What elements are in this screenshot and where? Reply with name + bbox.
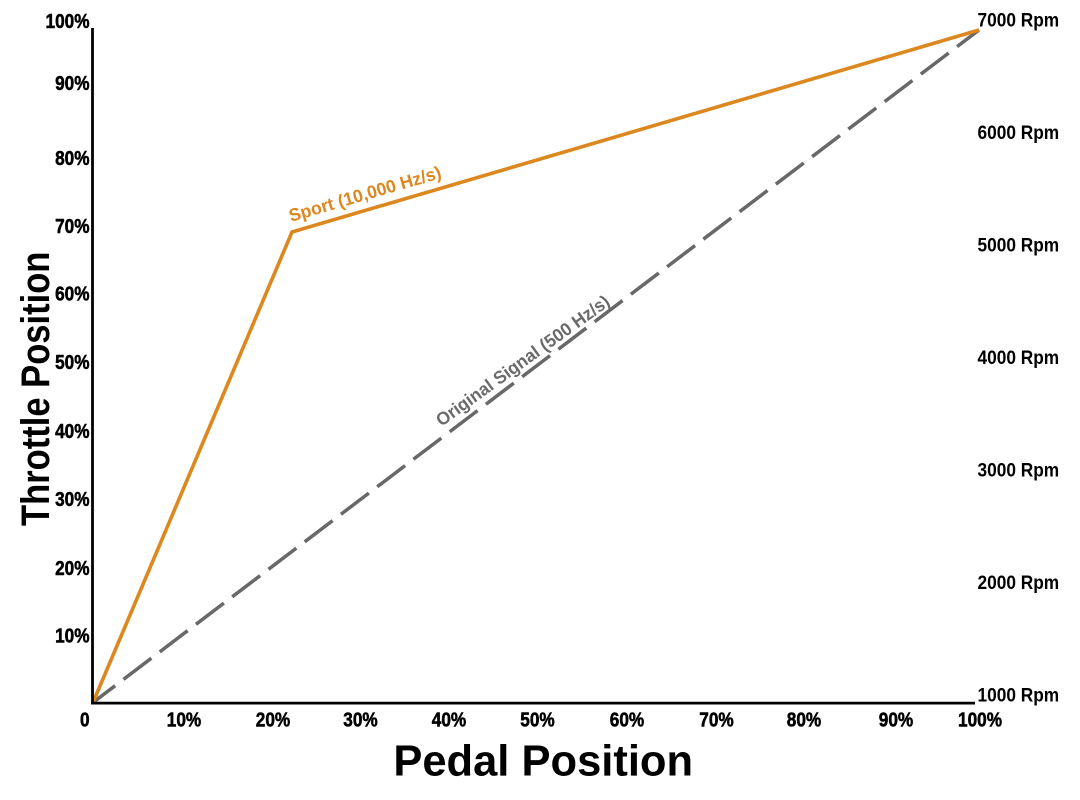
- svg-text:Throttle Position: Throttle Position: [12, 252, 57, 526]
- svg-text:50%: 50%: [520, 708, 555, 731]
- svg-text:2000 Rpm: 2000 Rpm: [978, 572, 1060, 593]
- svg-text:20%: 20%: [256, 708, 291, 731]
- svg-text:90%: 90%: [55, 72, 90, 95]
- svg-text:10%: 10%: [55, 624, 90, 647]
- svg-text:30%: 30%: [55, 488, 90, 511]
- svg-text:0: 0: [80, 708, 90, 731]
- svg-text:100%: 100%: [46, 10, 90, 33]
- svg-text:4000 Rpm: 4000 Rpm: [978, 347, 1060, 368]
- svg-text:90%: 90%: [879, 708, 914, 731]
- svg-text:7000 Rpm: 7000 Rpm: [978, 10, 1060, 31]
- svg-text:60%: 60%: [55, 282, 90, 305]
- svg-text:80%: 80%: [55, 147, 90, 170]
- svg-text:50%: 50%: [55, 351, 90, 374]
- svg-text:60%: 60%: [610, 708, 645, 731]
- svg-text:20%: 20%: [55, 557, 90, 580]
- svg-text:100%: 100%: [958, 708, 1002, 731]
- svg-text:3000 Rpm: 3000 Rpm: [978, 460, 1060, 481]
- svg-text:10%: 10%: [167, 708, 202, 731]
- svg-text:1000 Rpm: 1000 Rpm: [978, 685, 1060, 706]
- svg-text:6000 Rpm: 6000 Rpm: [978, 122, 1060, 143]
- svg-text:40%: 40%: [55, 420, 90, 443]
- svg-text:Pedal Position: Pedal Position: [393, 738, 693, 786]
- svg-text:5000 Rpm: 5000 Rpm: [978, 235, 1060, 256]
- svg-text:80%: 80%: [787, 708, 822, 731]
- svg-text:30%: 30%: [343, 708, 378, 731]
- svg-text:70%: 70%: [55, 215, 90, 238]
- svg-text:70%: 70%: [699, 708, 734, 731]
- svg-text:40%: 40%: [432, 708, 467, 731]
